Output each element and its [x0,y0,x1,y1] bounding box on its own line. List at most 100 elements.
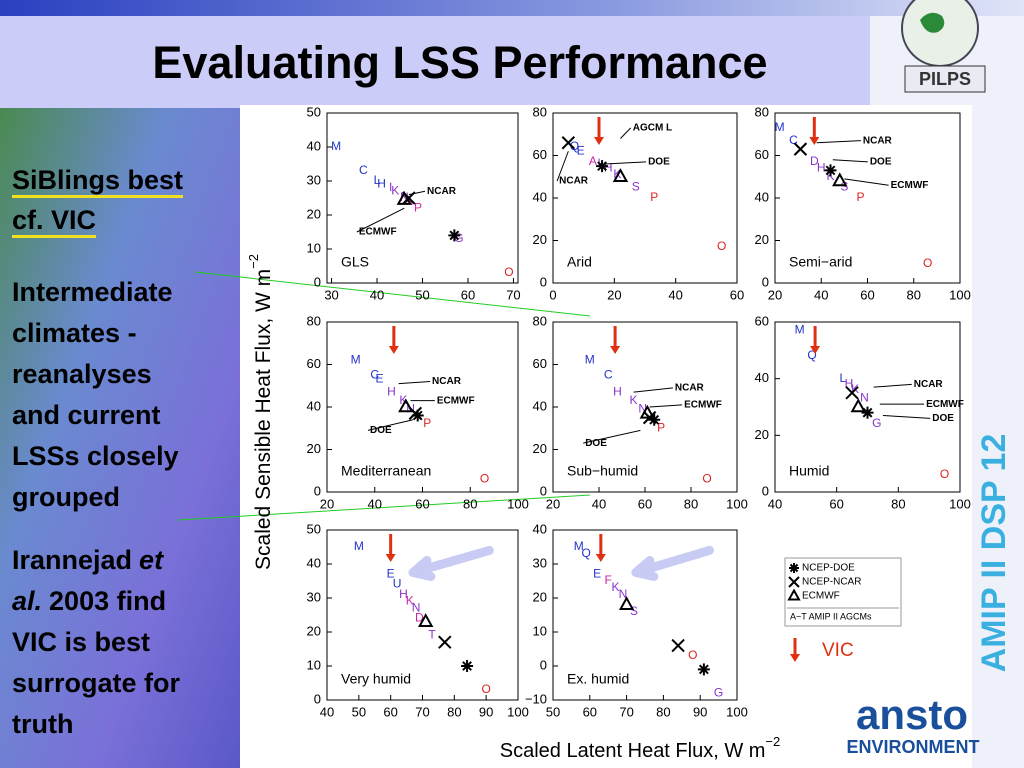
y-tick-label: 0 [540,274,547,289]
x-tick-label: 100 [507,496,529,511]
x-tick-label: 40 [592,496,606,511]
text-line: grouped [12,477,179,518]
y-tick-label: 50 [307,104,321,119]
model-point: G [872,416,881,430]
model-point: N [400,190,409,204]
model-point: S [630,604,638,618]
model-point: K [391,183,399,197]
legend: NCEP-DOE NCEP-NCAR ECMWF A−T AMIP II AGCMs [784,557,902,627]
legend-note: A−T AMIP II AGCMs [790,611,872,621]
model-point: C [359,163,368,177]
y-tick-label: 10 [533,623,547,638]
x-tick-label: 0 [549,287,556,302]
x-tick-label: 80 [907,287,921,302]
x-tick-label: 100 [949,287,971,302]
annotation-arrow [882,415,931,419]
figure-area [240,105,972,768]
annotation: NCAR [863,135,893,146]
annotation: DOE [370,425,392,436]
vic-arrow-head [595,554,606,562]
marker-stroke [671,638,685,653]
marker-stroke [787,588,801,601]
x-axis-label-sup: −2 [765,734,780,749]
annotation: ECMWF [437,395,475,406]
legend-label: NCEP-NCAR [802,577,861,588]
model-point: M [795,323,805,337]
vic-arrow [810,326,821,354]
y-tick-label: −10 [525,691,547,706]
y-tick-label: 50 [307,521,321,536]
x-tick-label: 40 [368,496,382,511]
model-point: S [632,180,640,194]
marker-stroke [438,635,452,649]
model-point: N [412,600,421,614]
x-tick-label: 20 [320,496,334,511]
annotation-arrow [873,383,912,388]
marker-ecmwf [612,168,629,182]
marker-stroke [449,230,460,241]
model-point: I [389,180,392,194]
x-tick-label: 40 [768,496,782,511]
annotation: NCAR [559,176,589,187]
model-point: O [702,471,711,485]
vic-arrow [809,117,820,145]
marker-ncep-doe [461,660,474,672]
annotation: NCAR [427,186,457,197]
annotation: NCAR [914,379,944,390]
pilps-logo: PILPS [901,0,986,93]
model-point: Q [807,348,816,362]
highlight-line: cf. VIC [12,205,97,238]
legend-label: NCEP-DOE [802,563,855,574]
text-line: LSSs closely [12,436,179,477]
text-line: Intermediate [12,272,179,313]
vic-arrow [388,326,399,354]
model-point: P [414,200,422,214]
marker-stroke [612,168,629,182]
annotation: DOE [648,157,670,168]
x-tick-label: 70 [415,704,429,719]
connector [194,271,591,317]
y-tick-label: 20 [755,427,769,442]
model-point: T [428,628,436,642]
annotation: ECMWF [891,180,929,191]
x-tick-label: 60 [829,496,843,511]
annotation: DOE [932,413,954,424]
panel-name: Sub−humid [567,463,638,479]
x-tick-label: 90 [479,704,493,719]
text-line: surrogate for [12,663,180,704]
x-tick-label: 20 [768,287,782,302]
y-tick-label: 30 [307,172,321,187]
x-tick-label: 100 [507,704,529,719]
marker-stroke [789,563,799,573]
marker-ncep-ncar [845,386,859,400]
vic-arrow-head [594,137,604,145]
annotation: DOE [870,157,892,168]
text-line: VIC is best [12,622,180,663]
x-axis-label-text: Scaled Latent Heat Flux, W m [500,740,766,762]
annotation-arrow [816,140,861,144]
y-tick-label: 20 [307,623,321,638]
title-band [0,16,870,108]
x-axis-label: Scaled Latent Heat Flux, W m−2 [500,734,781,762]
marker-ncep-doe [648,413,661,426]
annotation: ECMWF [684,400,722,411]
x-tick-label: 80 [891,496,905,511]
model-point: U [393,577,402,591]
y-tick-label: 20 [533,232,547,247]
model-point: D [415,611,424,625]
marker-ecmwf [396,191,413,205]
model-point: M [354,539,364,553]
y-tick-label: 0 [762,483,769,498]
model-point: K [612,580,620,594]
x-tick-label: 60 [638,496,652,511]
text-line: truth [12,704,180,745]
y-tick-label: 0 [314,691,321,706]
y-tick-label: 80 [533,313,547,328]
model-point: P [657,420,665,434]
y-tick-label: 80 [307,313,321,328]
x-tick-label: 80 [656,704,670,719]
y-tick-label: 40 [533,521,547,536]
y-axis-label-text: Scaled Sensible Heat Flux, W m [252,269,275,570]
annotation: ECMWF [359,227,397,238]
